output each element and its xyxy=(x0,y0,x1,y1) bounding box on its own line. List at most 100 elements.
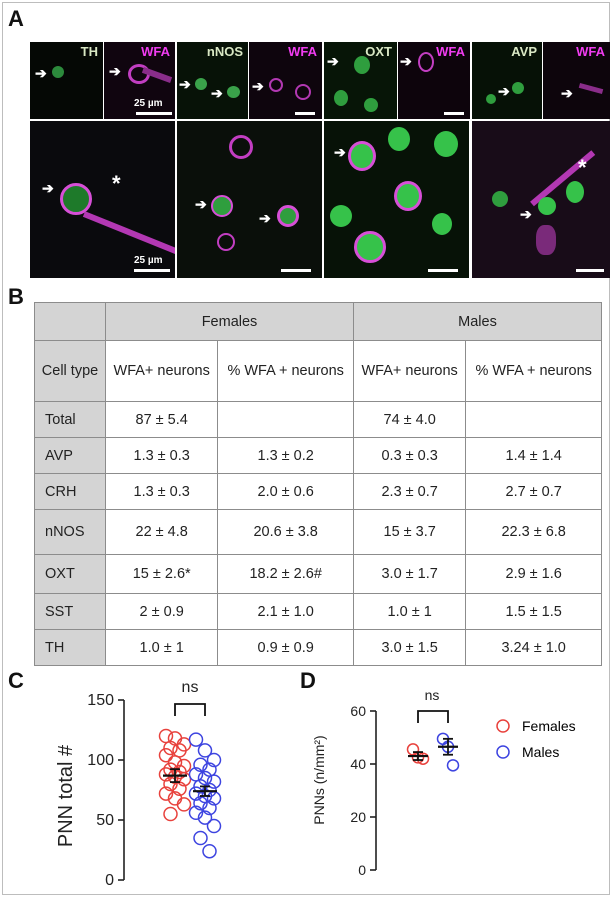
data-point-females xyxy=(406,743,420,756)
scale-bar xyxy=(428,269,458,272)
y-tick-label: 40 xyxy=(350,756,366,772)
panel-label-c: C xyxy=(8,668,24,693)
arrow-icon: ➔ xyxy=(327,53,339,69)
legend-marker-females xyxy=(496,719,510,733)
y-axis-label: PNN total # xyxy=(55,744,77,847)
cell-type: CRH xyxy=(34,473,106,510)
scale-bar xyxy=(281,269,311,272)
y-tick-label: 50 xyxy=(96,812,114,829)
th-label: TH xyxy=(80,44,98,59)
cell-type: TH xyxy=(34,629,106,666)
wfa-label: WFA xyxy=(141,44,170,59)
micrograph-oxt: OXT ➔ xyxy=(324,42,397,119)
wfa-neurons-table: Females Males Cell type WFA+ neurons % W… xyxy=(34,302,603,666)
cell-f-pct: 0.9 ± 0.9 xyxy=(217,629,354,666)
cell-type: OXT xyxy=(34,554,106,594)
arrow-icon: ➔ xyxy=(498,83,510,99)
cell-m-pct: 22.3 ± 6.8 xyxy=(465,509,602,555)
significance-label: ns xyxy=(425,687,440,703)
col-header-m-pct: % WFA + neurons xyxy=(465,340,602,402)
oxt-label: OXT xyxy=(365,44,392,59)
panel-label-b: B xyxy=(8,284,24,309)
data-point-males xyxy=(206,774,222,789)
micrograph-nnos: nNOS ➔ ➔ xyxy=(177,42,248,119)
cell-f-wfa: 1.0 ± 1 xyxy=(104,629,219,666)
data-point-females xyxy=(176,797,192,812)
cell-f-pct xyxy=(217,401,354,438)
y-tick-labels: 0 20 40 60 xyxy=(350,703,366,878)
group-header-females: Females xyxy=(105,302,354,341)
arrow-icon: ➔ xyxy=(42,180,54,196)
arrow-icon: ➔ xyxy=(561,85,573,101)
col-header-cell-type: Cell type xyxy=(34,340,106,402)
micrograph-nnos-merge: ➔ ➔ xyxy=(177,121,322,278)
avp-label: AVP xyxy=(511,44,537,59)
col-header-m-wfa: WFA+ neurons xyxy=(352,340,467,402)
micrograph-th: TH ➔ xyxy=(30,42,103,119)
cell-m-wfa: 74 ± 4.0 xyxy=(352,401,467,438)
scale-bar xyxy=(576,269,604,272)
data-point-males xyxy=(193,830,208,846)
data-point-males xyxy=(188,732,204,747)
y-tick-label: 20 xyxy=(350,809,366,825)
arrow-icon: ➔ xyxy=(179,76,191,92)
pnn-density-chart: PNNs (n/mm²) 0 20 40 60 ns Females Males xyxy=(311,687,576,878)
significance-bracket-line xyxy=(174,703,206,716)
table-row: CRH 1.3 ± 0.3 2.0 ± 0.6 2.3 ± 0.7 2.7 ± … xyxy=(34,473,602,510)
cell-m-pct: 2.9 ± 1.6 xyxy=(465,554,602,594)
wfa-label: WFA xyxy=(288,44,317,59)
arrow-icon: ➔ xyxy=(252,78,264,94)
cell-f-wfa: 87 ± 5.4 xyxy=(104,401,219,438)
data-point-females xyxy=(176,771,192,787)
data-point-females xyxy=(158,786,174,801)
micrograph-avp-merge: ➔ * xyxy=(472,121,610,278)
cell-m-wfa: 15 ± 3.7 xyxy=(352,509,467,555)
data-point-males xyxy=(202,843,217,859)
cell-m-pct: 1.5 ± 1.5 xyxy=(465,593,602,630)
cell-type: nNOS xyxy=(34,509,106,555)
cell-f-wfa: 22 ± 4.8 xyxy=(104,509,219,555)
micrograph-oxt-wfa: WFA ➔ xyxy=(398,42,470,119)
cell-m-pct xyxy=(465,401,602,438)
nnos-label: nNOS xyxy=(206,44,243,59)
legend-label-males: Males xyxy=(522,744,559,760)
asterisk-marker: * xyxy=(578,155,587,180)
cell-m-wfa: 3.0 ± 1.5 xyxy=(352,629,467,666)
micrograph-th-merge: ➔ * 25 µm xyxy=(30,121,175,278)
cell-f-wfa: 2 ± 0.9 xyxy=(104,593,219,630)
significance-bracket xyxy=(174,703,206,716)
pnn-total-chart: PNN total # 0 50 100 150 ns xyxy=(55,680,222,889)
micrograph-th-wfa: WFA ➔ 25 µm xyxy=(104,42,175,119)
arrow-icon: ➔ xyxy=(195,196,207,212)
legend-marker-males xyxy=(496,745,510,759)
micrograph-oxt-merge: ➔ xyxy=(324,121,469,278)
data-point-females xyxy=(163,806,178,822)
micrograph-avp: AVP ➔ xyxy=(472,42,542,119)
arrow-icon: ➔ xyxy=(334,144,346,160)
table-row: TH 1.0 ± 1 0.9 ± 0.9 3.0 ± 1.5 3.24 ± 1.… xyxy=(34,629,602,666)
cell-m-wfa: 2.3 ± 0.7 xyxy=(352,473,467,510)
cell-type: SST xyxy=(34,593,106,630)
significance-label: ns xyxy=(182,680,199,696)
y-tick-label: 60 xyxy=(350,703,366,719)
data-point-males xyxy=(193,757,208,773)
data-point-females xyxy=(158,728,174,744)
col-header-f-wfa: WFA+ neurons xyxy=(104,340,219,402)
data-point-males xyxy=(446,759,460,772)
legend: Females Males xyxy=(496,718,576,760)
y-axis xyxy=(370,710,377,871)
arrow-icon: ➔ xyxy=(259,210,271,226)
cell-f-pct: 2.0 ± 0.6 xyxy=(217,473,354,510)
cell-f-pct: 2.1 ± 1.0 xyxy=(217,593,354,630)
scale-bar-label: 25 µm xyxy=(134,255,163,266)
scale-bar-label: 25 µm xyxy=(134,98,163,109)
micrograph-avp-wfa: WFA ➔ xyxy=(543,42,610,119)
cell-f-pct: 18.2 ± 2.6# xyxy=(217,554,354,594)
cell-m-pct: 1.4 ± 1.4 xyxy=(465,437,602,474)
y-tick-label: 0 xyxy=(358,862,366,878)
table-row: Total 87 ± 5.4 74 ± 4.0 xyxy=(34,401,602,438)
cell-m-wfa: 0.3 ± 0.3 xyxy=(352,437,467,474)
cell-type: AVP xyxy=(34,437,106,474)
scale-bar xyxy=(134,269,170,272)
data-point-females xyxy=(172,764,187,780)
